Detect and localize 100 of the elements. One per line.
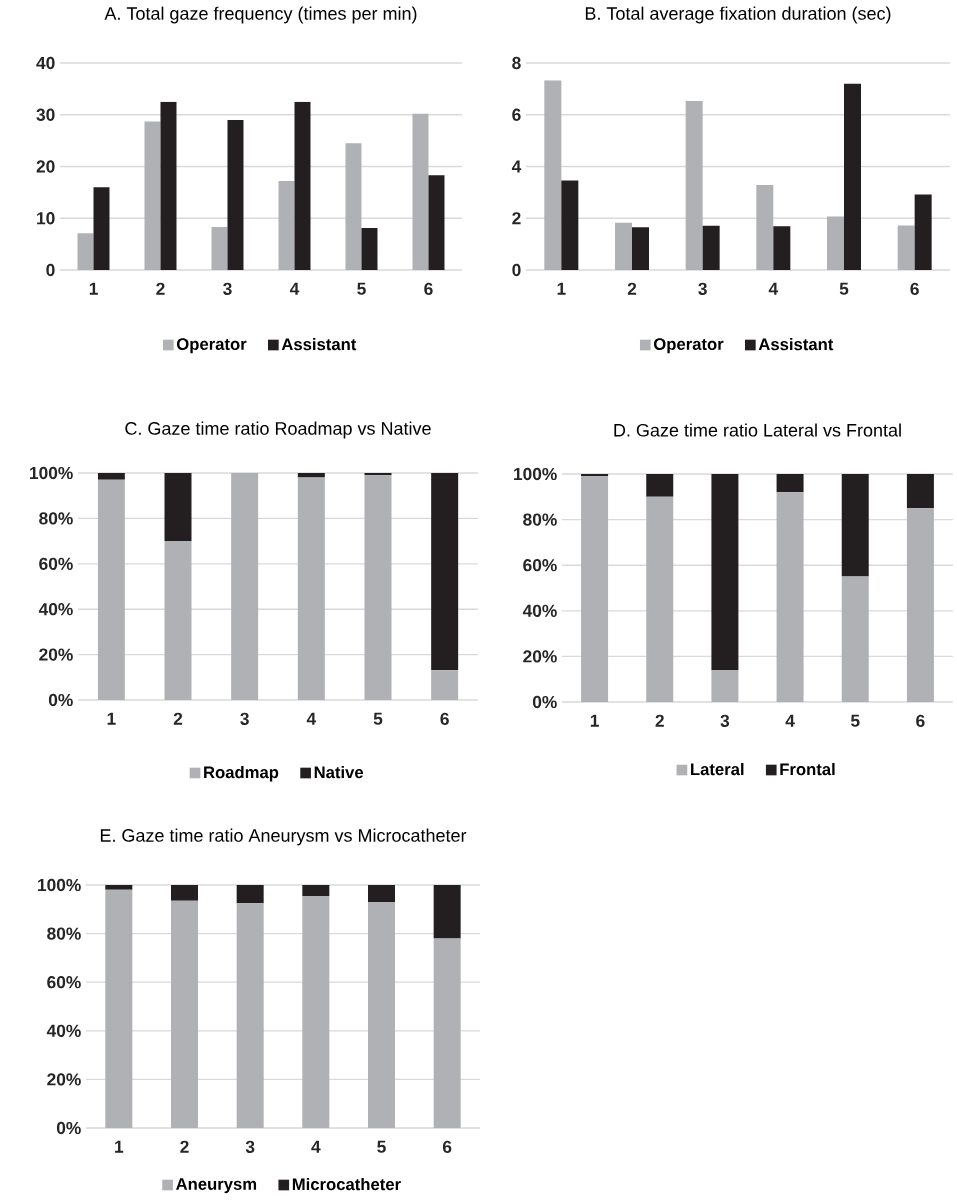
- y-tick-label: 80%: [39, 512, 73, 525]
- bar: [431, 473, 459, 671]
- chart-title: B. Total average fixation duration (sec): [585, 6, 891, 24]
- y-tick-label: 100%: [30, 466, 73, 480]
- legend-label: Lateral: [691, 762, 744, 776]
- x-tick-label: 1: [107, 712, 116, 725]
- x-tick-label: 5: [373, 712, 383, 725]
- bar: [105, 885, 133, 890]
- bar: [93, 187, 110, 271]
- x-tick-label: 4: [306, 712, 317, 725]
- x-tick-label: 3: [223, 282, 232, 296]
- bar: [581, 476, 609, 702]
- chart-title: D. Gaze time ratio Lateral vs Frontal: [614, 423, 901, 437]
- y-tick-label: 100%: [514, 467, 557, 481]
- bar: [97, 473, 125, 480]
- y-tick-label: 20%: [523, 650, 557, 663]
- bar: [164, 473, 192, 542]
- bar: [841, 474, 869, 577]
- chart-title: E. Gaze time ratio Aneurysm vs Microcatheter: [100, 828, 467, 846]
- bar: [776, 492, 804, 702]
- bar: [171, 885, 198, 901]
- x-tick-label: 4: [768, 282, 779, 295]
- bar: [711, 474, 739, 671]
- bar: [297, 477, 325, 701]
- bar: [297, 473, 325, 478]
- x-tick-label: 4: [289, 282, 300, 295]
- bar: [345, 143, 362, 271]
- bar: [302, 885, 330, 896]
- y-tick-label: 40%: [46, 1024, 81, 1037]
- legend-label: Assistant: [281, 337, 357, 351]
- x-tick-label: 6: [440, 712, 449, 725]
- bar: [614, 222, 632, 271]
- bar: [914, 194, 932, 271]
- bar: [236, 903, 264, 1128]
- chart-title: C. Gaze time ratio Roadmap vs Native: [125, 421, 431, 439]
- x-tick-label: 2: [173, 712, 183, 725]
- y-tick-label: 80%: [47, 927, 81, 940]
- x-tick-label: 5: [839, 282, 849, 295]
- x-tick-label: 2: [180, 1140, 189, 1153]
- bar: [632, 227, 649, 271]
- bar: [906, 508, 934, 702]
- y-tick-label: 40%: [522, 604, 557, 617]
- bar: [431, 670, 459, 701]
- x-tick-label: 1: [590, 714, 599, 727]
- bar: [685, 101, 703, 271]
- bar: [433, 885, 461, 939]
- x-tick-label: 4: [311, 1140, 321, 1153]
- bar: [144, 121, 161, 271]
- x-tick-label: 2: [627, 282, 637, 295]
- bar: [773, 226, 791, 271]
- bar: [544, 80, 562, 271]
- bar: [171, 900, 198, 1128]
- bar: [843, 83, 861, 271]
- y-tick-label: 8: [512, 56, 521, 70]
- bar: [105, 889, 133, 1128]
- y-tick-label: 0: [46, 263, 55, 277]
- y-tick-label: 0%: [48, 693, 73, 707]
- bar: [211, 227, 228, 271]
- legend-label: Microcatheter: [292, 1177, 401, 1191]
- legend-label: Frontal: [780, 762, 835, 776]
- bar: [756, 184, 774, 271]
- x-tick-label: 3: [698, 282, 707, 296]
- x-tick-label: 1: [89, 282, 98, 295]
- x-tick-label: 3: [240, 712, 249, 726]
- x-tick-label: 6: [910, 282, 919, 295]
- bar: [278, 181, 295, 271]
- y-tick-label: 20%: [39, 648, 73, 661]
- bar: [428, 175, 445, 271]
- bar: [231, 473, 259, 701]
- y-tick-label: 60%: [47, 976, 81, 989]
- x-tick-label: 6: [916, 714, 925, 727]
- x-tick-label: 1: [557, 282, 566, 295]
- bar: [561, 180, 579, 271]
- x-tick-label: 1: [115, 1140, 124, 1153]
- bar: [364, 475, 392, 701]
- y-tick-label: 0: [512, 263, 521, 277]
- bar: [302, 895, 330, 1128]
- bar: [776, 474, 804, 493]
- y-tick-label: 0%: [56, 1121, 81, 1135]
- y-tick-label: 40%: [38, 603, 73, 616]
- bar: [711, 670, 739, 702]
- bar: [236, 885, 264, 904]
- y-tick-label: 20: [36, 160, 55, 173]
- x-tick-label: 4: [785, 714, 795, 727]
- y-tick-label: 0%: [532, 695, 557, 709]
- bar: [294, 101, 311, 271]
- y-tick-label: 100%: [38, 878, 81, 892]
- bar: [367, 885, 395, 903]
- y-tick-label: 6: [512, 108, 521, 121]
- bar: [646, 496, 674, 702]
- y-tick-label: 80%: [523, 513, 557, 526]
- x-tick-label: 2: [655, 714, 664, 727]
- legend-label: Native: [314, 765, 364, 779]
- bar: [433, 938, 461, 1128]
- y-tick-label: 60%: [523, 559, 557, 572]
- y-tick-label: 30: [36, 108, 55, 121]
- bar: [227, 119, 244, 271]
- bar: [702, 225, 720, 271]
- x-tick-label: 6: [442, 1140, 452, 1153]
- x-tick-label: 5: [377, 1140, 386, 1153]
